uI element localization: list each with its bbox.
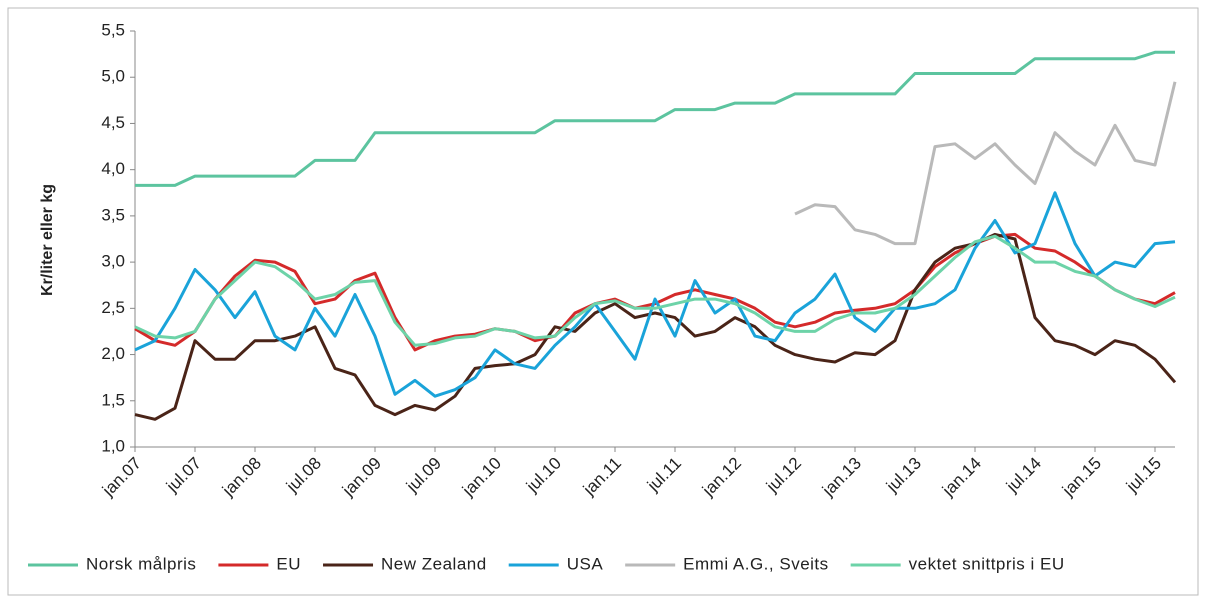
x-tick-label: jan.13 — [818, 454, 865, 501]
x-tick-label: jul.14 — [1002, 454, 1045, 497]
series-line — [134, 234, 1176, 347]
legend-label: New Zealand — [381, 554, 487, 573]
y-tick-label: 3,5 — [101, 205, 125, 224]
x-tick-label: jul.11 — [643, 454, 685, 496]
legend-label: Norsk målpris — [86, 554, 196, 573]
x-tick-label: jan.15 — [1058, 454, 1105, 501]
legend-label: USA — [567, 554, 604, 573]
x-tick-label: jul.08 — [282, 454, 325, 497]
x-tick-label: jul.12 — [762, 454, 805, 497]
series-line — [794, 81, 1177, 246]
series-line — [134, 232, 1177, 421]
legend-label: Emmi A.G., Sveits — [683, 554, 828, 573]
x-tick-label: jul.09 — [402, 454, 445, 497]
y-tick-label: 5,5 — [101, 20, 125, 39]
y-tick-label: 2,5 — [101, 298, 125, 317]
legend-label: EU — [276, 554, 301, 573]
x-tick-label: jan.11 — [579, 454, 625, 500]
x-tick-label: jul.13 — [882, 454, 925, 497]
y-tick-label: 2,0 — [101, 344, 125, 363]
y-axis-title: Kr/liter eller kg — [39, 184, 56, 296]
x-tick-label: jan.09 — [338, 454, 385, 501]
x-tick-label: jan.07 — [98, 454, 145, 501]
x-tick-label: jan.14 — [938, 454, 985, 501]
y-tick-label: 1,5 — [101, 390, 125, 409]
y-tick-label: 4,5 — [101, 113, 125, 132]
y-tick-label: 5,0 — [101, 67, 125, 86]
x-tick-label: jul.10 — [522, 454, 565, 497]
series-line — [134, 191, 1176, 398]
x-tick-label: jan.10 — [458, 454, 505, 501]
y-tick-label: 1,0 — [101, 436, 125, 455]
x-tick-label: jan.08 — [218, 454, 265, 501]
legend-label: vektet snittpris i EU — [909, 554, 1065, 573]
y-tick-label: 4,0 — [101, 159, 125, 178]
chart-frame — [7, 7, 1199, 596]
x-tick-label: jul.15 — [1122, 454, 1165, 497]
x-tick-label: jul.07 — [162, 454, 205, 497]
x-tick-label: jan.12 — [698, 454, 745, 501]
y-tick-label: 3,0 — [101, 252, 125, 271]
series-line — [135, 50, 1175, 187]
